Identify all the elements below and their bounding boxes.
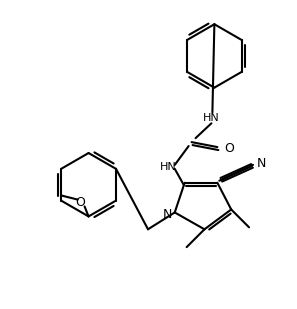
Text: HN: HN	[160, 162, 177, 172]
Text: N: N	[162, 208, 172, 221]
Text: O: O	[224, 142, 234, 154]
Text: O: O	[76, 196, 86, 209]
Text: N: N	[257, 157, 266, 170]
Text: HN: HN	[203, 113, 219, 123]
